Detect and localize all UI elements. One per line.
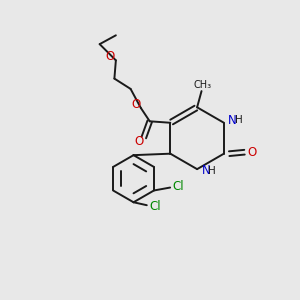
Text: O: O [131,98,140,111]
Text: Cl: Cl [172,181,184,194]
Text: N: N [202,164,210,177]
Text: CH₃: CH₃ [194,80,212,90]
Text: O: O [134,135,143,148]
Text: H: H [208,166,216,176]
Text: Cl: Cl [149,200,161,213]
Text: N: N [228,114,237,127]
Text: H: H [235,116,242,125]
Text: O: O [247,146,256,159]
Text: O: O [105,50,115,63]
